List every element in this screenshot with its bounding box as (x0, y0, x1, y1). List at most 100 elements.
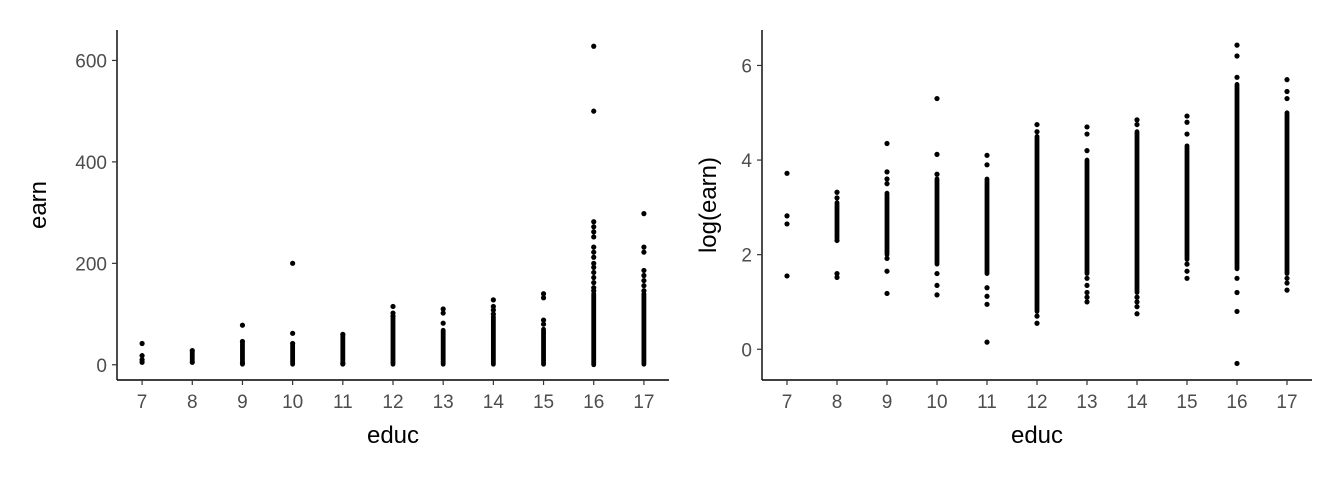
dense-points-cluster (240, 341, 245, 367)
data-point (784, 221, 790, 227)
dense-points-cluster (834, 200, 840, 241)
data-point (139, 340, 145, 347)
data-point (984, 293, 990, 299)
y-tick-label: 6 (741, 56, 752, 77)
data-point (1084, 299, 1090, 305)
y-tick-label: 0 (741, 340, 752, 361)
data-point (591, 224, 597, 230)
data-point (239, 322, 246, 328)
data-point (591, 229, 597, 235)
data-points (139, 43, 647, 368)
data-point (834, 195, 840, 201)
data-point (1084, 289, 1090, 296)
data-point (1184, 268, 1190, 274)
data-point (1134, 304, 1140, 310)
data-point (1234, 74, 1240, 80)
data-point (591, 108, 597, 114)
dense-points-cluster (1084, 157, 1090, 276)
x-tick-label: 14 (1126, 392, 1148, 413)
data-point (1184, 119, 1190, 125)
data-point (1234, 42, 1240, 48)
data-point (1284, 280, 1290, 286)
x-tick-label: 15 (533, 392, 554, 413)
data-point (934, 151, 940, 157)
dense-points-cluster (1234, 81, 1240, 272)
data-point (591, 219, 597, 225)
data-point (1184, 131, 1190, 137)
dense-points-cluster (1034, 134, 1040, 314)
data-point (139, 359, 145, 365)
y-tick-label: 0 (96, 356, 107, 377)
data-point (440, 320, 446, 326)
data-point (591, 280, 597, 286)
data-point (1084, 124, 1090, 130)
data-point (1284, 275, 1290, 281)
data-point (641, 211, 647, 217)
data-point (1234, 360, 1240, 367)
data-point (1034, 320, 1040, 326)
data-point (1034, 129, 1040, 135)
x-tick-label: 13 (433, 392, 454, 413)
data-point (834, 270, 840, 277)
data-point (1134, 121, 1140, 128)
x-tick-label: 10 (282, 392, 303, 413)
dense-points-cluster (541, 326, 546, 367)
data-point (1084, 148, 1090, 154)
data-point (239, 338, 246, 345)
y-axis-title: earn (25, 181, 52, 229)
data-point (1034, 313, 1040, 319)
data-point (884, 181, 890, 187)
x-tick-label: 8 (187, 392, 198, 413)
x-tick-label: 8 (832, 392, 843, 413)
data-point (784, 273, 790, 279)
data-point (934, 292, 940, 298)
x-tick-label: 9 (237, 392, 248, 413)
data-point (540, 317, 547, 323)
data-point (934, 171, 940, 177)
data-point (1084, 294, 1090, 300)
data-point (641, 272, 647, 279)
dense-points-cluster (884, 190, 890, 258)
dense-points-cluster (984, 176, 990, 276)
x-tick-label: 16 (583, 392, 604, 413)
data-point (340, 331, 346, 337)
data-point (1284, 95, 1290, 102)
data-points (784, 42, 1290, 367)
data-point (641, 288, 647, 294)
x-tick-label: 9 (882, 392, 893, 413)
data-point (1084, 131, 1090, 137)
data-point (1234, 289, 1240, 296)
y-axis-title: log(earn) (695, 157, 722, 253)
data-point (884, 255, 890, 262)
x-tick-label: 11 (333, 392, 353, 413)
data-point (984, 162, 990, 168)
data-point (984, 285, 990, 291)
data-point (984, 301, 990, 307)
data-point (884, 140, 890, 147)
right-panel: 7 8 9 10 11 12 13 14 15 16 17 0 2 4 6 educ log(earn) (695, 30, 1312, 449)
data-point (1284, 88, 1290, 95)
data-point (1134, 117, 1140, 123)
data-point (641, 249, 647, 255)
dense-points-cluster (1284, 110, 1290, 276)
dense-points-cluster (440, 327, 446, 367)
data-point (884, 176, 890, 182)
dense-points-cluster (934, 176, 940, 267)
data-point (1234, 308, 1240, 315)
data-point (784, 170, 790, 176)
data-point (591, 260, 597, 266)
data-point (340, 361, 346, 367)
data-point (189, 347, 195, 354)
dense-points-cluster (641, 291, 647, 367)
data-point (834, 237, 840, 244)
data-point (934, 282, 940, 289)
data-point (1084, 275, 1090, 281)
data-point (239, 360, 246, 366)
data-point (641, 283, 647, 289)
x-tick-label: 14 (483, 392, 505, 413)
data-point (884, 268, 890, 274)
data-point (1084, 282, 1090, 289)
data-point (984, 152, 990, 158)
data-point (641, 277, 647, 284)
